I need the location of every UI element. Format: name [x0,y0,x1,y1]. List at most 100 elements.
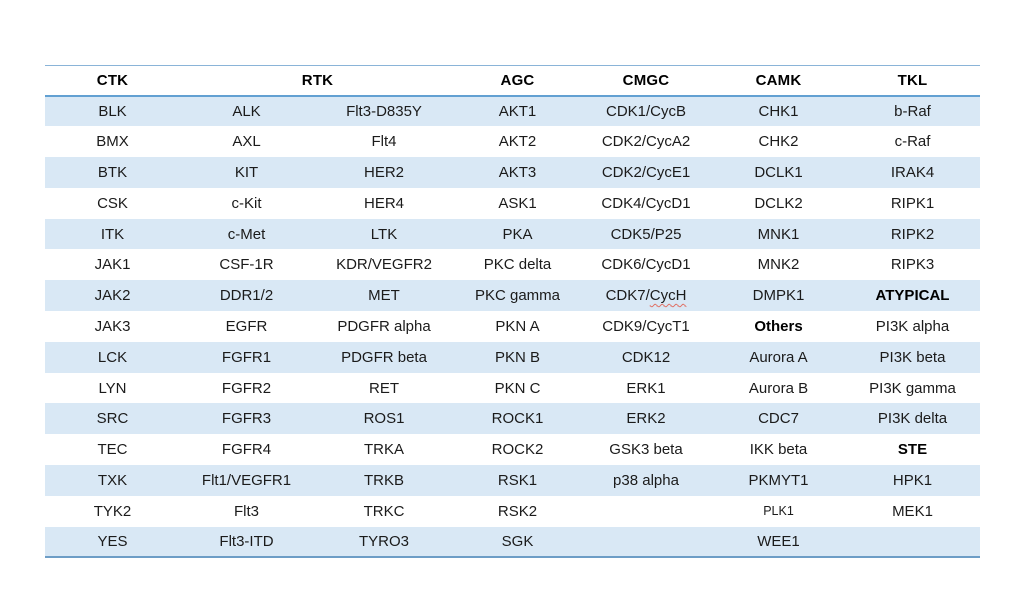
table-cell: ROCK2 [491,441,544,459]
table-cell: LCK [97,348,128,366]
table-cell: ERK1 [626,379,666,397]
table-cell: MEK1 [892,502,933,520]
table-cell: CDK12 [621,348,671,366]
table-cell: YES [45,526,180,559]
table-cell: BMX [96,133,129,151]
table-cell: p38 alpha [613,471,679,489]
kinase-table-container: CTK RTK AGC CMGC CAMK TKL BLK ALK Flt3-D83… [45,65,980,559]
table-cell: PKC delta [483,256,552,274]
table-row: CSK c-Kit HER4 ASK1 CDK4/CycD1 DCLK2 RIPK1 [45,188,980,219]
table-cell: RSK1 [497,471,538,489]
table-cell: PI3K beta [879,348,946,366]
table-cell: SGK [455,526,580,559]
table-cell: BTK [97,163,128,181]
table-cell: PKN C [494,379,541,397]
column-header-rtk: RTK [180,65,455,97]
table-cell: ALK [232,102,261,120]
column-header-agc: AGC [455,65,580,97]
table-cell: Others [754,317,803,335]
table-cell: PDGFR beta [341,348,427,366]
table-cell: ATYPICAL [875,287,950,305]
table-row: BMX AXL Flt4 AKT2 CDK2/CycA2 CHK2 c-Raf [45,126,980,157]
table-row: BTK KIT HER2 AKT3 CDK2/CycE1 DCLK1 IRAK4 [45,157,980,188]
spellcheck-squiggle-text: CycH [649,287,687,305]
table-cell: RET [369,379,399,397]
table-cell: FGFR2 [221,379,272,397]
table-cell: CDK7/CycH [605,287,687,305]
table-cell: RSK2 [497,502,538,520]
table-cell: MNK2 [757,256,800,274]
table-cell: CDC7 [758,410,799,428]
table-cell: CHK2 [758,133,799,151]
table-cell: LYN [98,379,127,397]
table-cell: ITK [100,225,125,243]
table-cell: PKN A [495,317,540,335]
table-cell: c-Met [227,225,266,243]
table-cell: RIPK2 [890,225,935,243]
table-cell: ERK2 [626,410,666,428]
table-cell: CDK9/CycT1 [602,317,690,335]
table-cell: LTK [370,225,398,243]
table-cell: CHK1 [758,102,799,120]
table-cell: BLK [98,102,127,120]
table-cell: AKT3 [498,163,537,181]
table-cell: HER2 [363,163,404,181]
table-body: BLK ALK Flt3-D835Y AKT1 CDK1/CycB CHK1 b-Raf BM… [45,95,980,559]
table-cell: c-Kit [231,194,262,212]
table-row: YES Flt3-ITD TYRO3 SGK WEE1 [45,526,980,559]
table-cell: Flt1/VEGFR1 [201,471,292,489]
table-cell: CDK4/CycD1 [601,194,691,212]
table-row: JAK1 CSF-1R KDR/VEGFR2 PKC delta CDK6/CycD1 M… [45,249,980,280]
table-row: TXK Flt1/VEGFR1 TRKB RSK1 p38 alpha PKMYT1 HPK… [45,465,980,496]
table-cell: SRC [96,410,129,428]
table-cell: TYRO3 [313,526,455,559]
table-cell: CDK2/CycE1 [601,163,691,181]
table-cell: Flt3-D835Y [346,102,422,120]
table-cell: TRKB [363,471,404,489]
table-cell: Aurora B [748,379,809,397]
table-cell: RIPK1 [890,194,935,212]
table-row: ITK c-Met LTK PKA CDK5/P25 MNK1 RIPK2 [45,218,980,250]
table-cell [580,496,712,527]
table-cell: PKC gamma [474,287,561,305]
table-cell: PI3K delta [877,410,948,428]
table-cell: Flt3 [233,502,259,520]
table-cell: JAK3 [94,317,131,335]
table-cell: KIT [234,163,259,181]
table-cell: HER4 [363,194,404,212]
table-cell: Aurora A [749,348,808,366]
table-cell: CSK [97,194,128,212]
table-cell: JAK1 [94,256,131,274]
table-cell: FGFR4 [221,441,272,459]
table-cell [580,526,712,559]
kinase-family-table: CTK RTK AGC CMGC CAMK TKL BLK ALK Flt3-D83… [45,65,980,559]
table-cell: AKT1 [498,102,537,120]
table-cell: PLK1 [763,504,794,519]
table-cell: FGFR3 [221,410,272,428]
table-row: JAK2 DDR1/2 MET PKC gamma CDK7/CycH DMPK1 ATYP… [45,280,980,312]
column-header-cmgc: CMGC [580,65,712,97]
table-cell: DDR1/2 [219,287,274,305]
table-cell: TRKA [363,441,404,459]
table-cell: MNK1 [757,225,800,243]
table-cell [845,526,980,559]
table-cell: CDK1/CycB [605,102,687,120]
table-cell: Flt4 [371,133,397,151]
table-cell: DCLK2 [754,194,803,212]
table-cell: WEE1 [712,526,845,559]
table-cell: MET [368,287,400,305]
table-cell: TYK2 [93,502,132,520]
table-row: TYK2 Flt3 TRKC RSK2 PLK1 MEK1 [45,496,980,527]
column-header-camk: CAMK [712,65,845,97]
table-cell: ROCK1 [491,410,544,428]
table-cell: CSF-1R [219,256,274,274]
table-cell: JAK2 [94,287,131,305]
table-cell: EGFR [225,317,268,335]
table-cell: HPK1 [892,471,933,489]
table-cell: CDK6/CycD1 [601,256,691,274]
table-cell: TRKC [363,502,405,520]
table-cell: PKMYT1 [748,471,809,489]
column-header-ctk: CTK [45,65,180,97]
table-row: LCK FGFR1 PDGFR beta PKN B CDK12 Aurora A PI3K… [45,341,980,373]
table-cell: DMPK1 [752,287,805,305]
